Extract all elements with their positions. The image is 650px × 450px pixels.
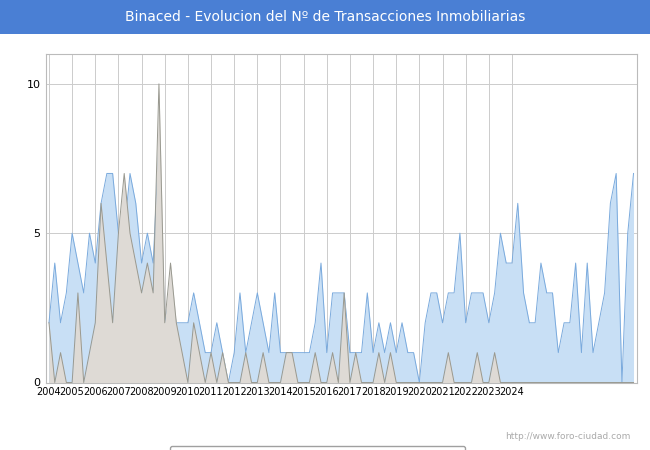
- Text: Binaced - Evolucion del Nº de Transacciones Inmobiliarias: Binaced - Evolucion del Nº de Transaccio…: [125, 10, 525, 24]
- Text: http://www.foro-ciudad.com: http://www.foro-ciudad.com: [505, 432, 630, 441]
- Legend: Viviendas Nuevas, Viviendas Usadas: Viviendas Nuevas, Viviendas Usadas: [170, 446, 465, 450]
